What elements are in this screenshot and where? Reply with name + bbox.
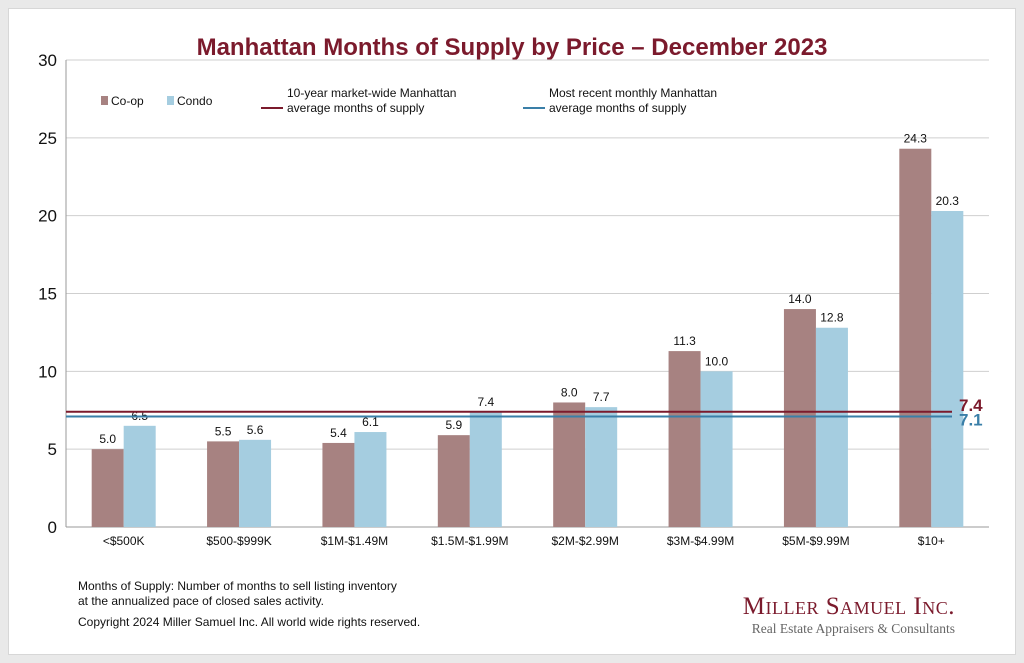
condo-bar bbox=[469, 411, 502, 527]
coop-data-label: 5.9 bbox=[445, 418, 462, 432]
recent-average-legend-label: Most recent monthly Manhattan bbox=[549, 86, 717, 100]
coop-data-label: 24.3 bbox=[904, 132, 928, 146]
condo-bar bbox=[931, 210, 964, 527]
condo-bar bbox=[239, 439, 272, 527]
coop-bar bbox=[322, 442, 355, 527]
brand-name: Miller Samuel Inc. bbox=[742, 593, 955, 620]
condo-data-label: 12.8 bbox=[820, 311, 844, 325]
coop-legend-swatch bbox=[101, 96, 108, 105]
x-tick-label: $10+ bbox=[918, 534, 945, 548]
condo-bar bbox=[354, 432, 387, 527]
coop-bar bbox=[899, 148, 932, 528]
chart-card: Manhattan Months of Supply by Price – De… bbox=[8, 8, 1016, 655]
condo-data-label: 6.1 bbox=[362, 415, 379, 429]
note-line-2: at the annualized pace of closed sales a… bbox=[78, 594, 324, 608]
coop-bar bbox=[783, 309, 816, 527]
y-tick-label: 0 bbox=[48, 518, 57, 537]
coop-data-label: 14.0 bbox=[788, 292, 812, 306]
x-tick-label: $1M-$1.49M bbox=[321, 534, 388, 548]
y-tick-label: 30 bbox=[38, 51, 57, 70]
ten-year-average-value: 7.4 bbox=[959, 396, 983, 415]
coop-bar bbox=[553, 402, 586, 527]
coop-data-label: 5.5 bbox=[215, 424, 232, 438]
condo-legend-swatch bbox=[167, 96, 174, 105]
y-tick-label: 10 bbox=[38, 362, 57, 381]
x-tick-label: $5M-$9.99M bbox=[782, 534, 849, 548]
condo-data-label: 5.6 bbox=[247, 423, 264, 437]
condo-bar bbox=[815, 327, 848, 527]
x-tick-label: $1.5M-$1.99M bbox=[431, 534, 508, 548]
x-tick-label: $500-$999K bbox=[206, 534, 271, 548]
x-tick-label: $3M-$4.99M bbox=[667, 534, 734, 548]
condo-bar bbox=[123, 425, 156, 527]
brand-tagline: Real Estate Appraisers & Consultants bbox=[751, 621, 955, 636]
condo-data-label: 7.7 bbox=[593, 390, 610, 404]
condo-data-label: 20.3 bbox=[936, 194, 960, 208]
coop-data-label: 5.0 bbox=[99, 432, 116, 446]
miller-samuel-logo: Miller Samuel Inc. Real Estate Appraiser… bbox=[743, 593, 955, 637]
y-tick-label: 5 bbox=[48, 440, 57, 459]
coop-bar bbox=[91, 449, 124, 527]
x-tick-label: <$500K bbox=[103, 534, 145, 548]
ten-year-average-legend-label: 10-year market-wide Manhattan bbox=[287, 86, 456, 100]
note-line-1: Months of Supply: Number of months to se… bbox=[78, 579, 397, 593]
coop-bar bbox=[207, 441, 240, 527]
months-of-supply-note: Months of Supply: Number of months to se… bbox=[78, 579, 397, 609]
coop-bar bbox=[668, 351, 701, 527]
condo-data-label: 10.0 bbox=[705, 354, 729, 368]
coop-data-label: 8.0 bbox=[561, 385, 578, 399]
y-tick-label: 15 bbox=[38, 285, 57, 304]
condo-bar bbox=[585, 407, 618, 527]
coop-data-label: 5.4 bbox=[330, 426, 347, 440]
condo-data-label: 7.4 bbox=[477, 395, 494, 409]
ten-year-average-legend-label: average months of supply bbox=[287, 101, 424, 115]
x-tick-label: $2M-$2.99M bbox=[552, 534, 619, 548]
coop-data-label: 11.3 bbox=[673, 334, 696, 348]
recent-average-value: 7.1 bbox=[959, 410, 983, 429]
coop-legend-label: Co-op bbox=[111, 94, 144, 108]
y-tick-label: 25 bbox=[38, 129, 57, 148]
recent-average-legend-label: average months of supply bbox=[549, 101, 686, 115]
coop-bar bbox=[437, 435, 470, 527]
chart-title: Manhattan Months of Supply by Price – De… bbox=[196, 34, 828, 61]
copyright-text: Copyright 2024 Miller Samuel Inc. All wo… bbox=[78, 615, 421, 629]
condo-bar bbox=[700, 371, 733, 527]
condo-legend-label: Condo bbox=[177, 94, 213, 108]
y-tick-label: 20 bbox=[38, 207, 57, 226]
